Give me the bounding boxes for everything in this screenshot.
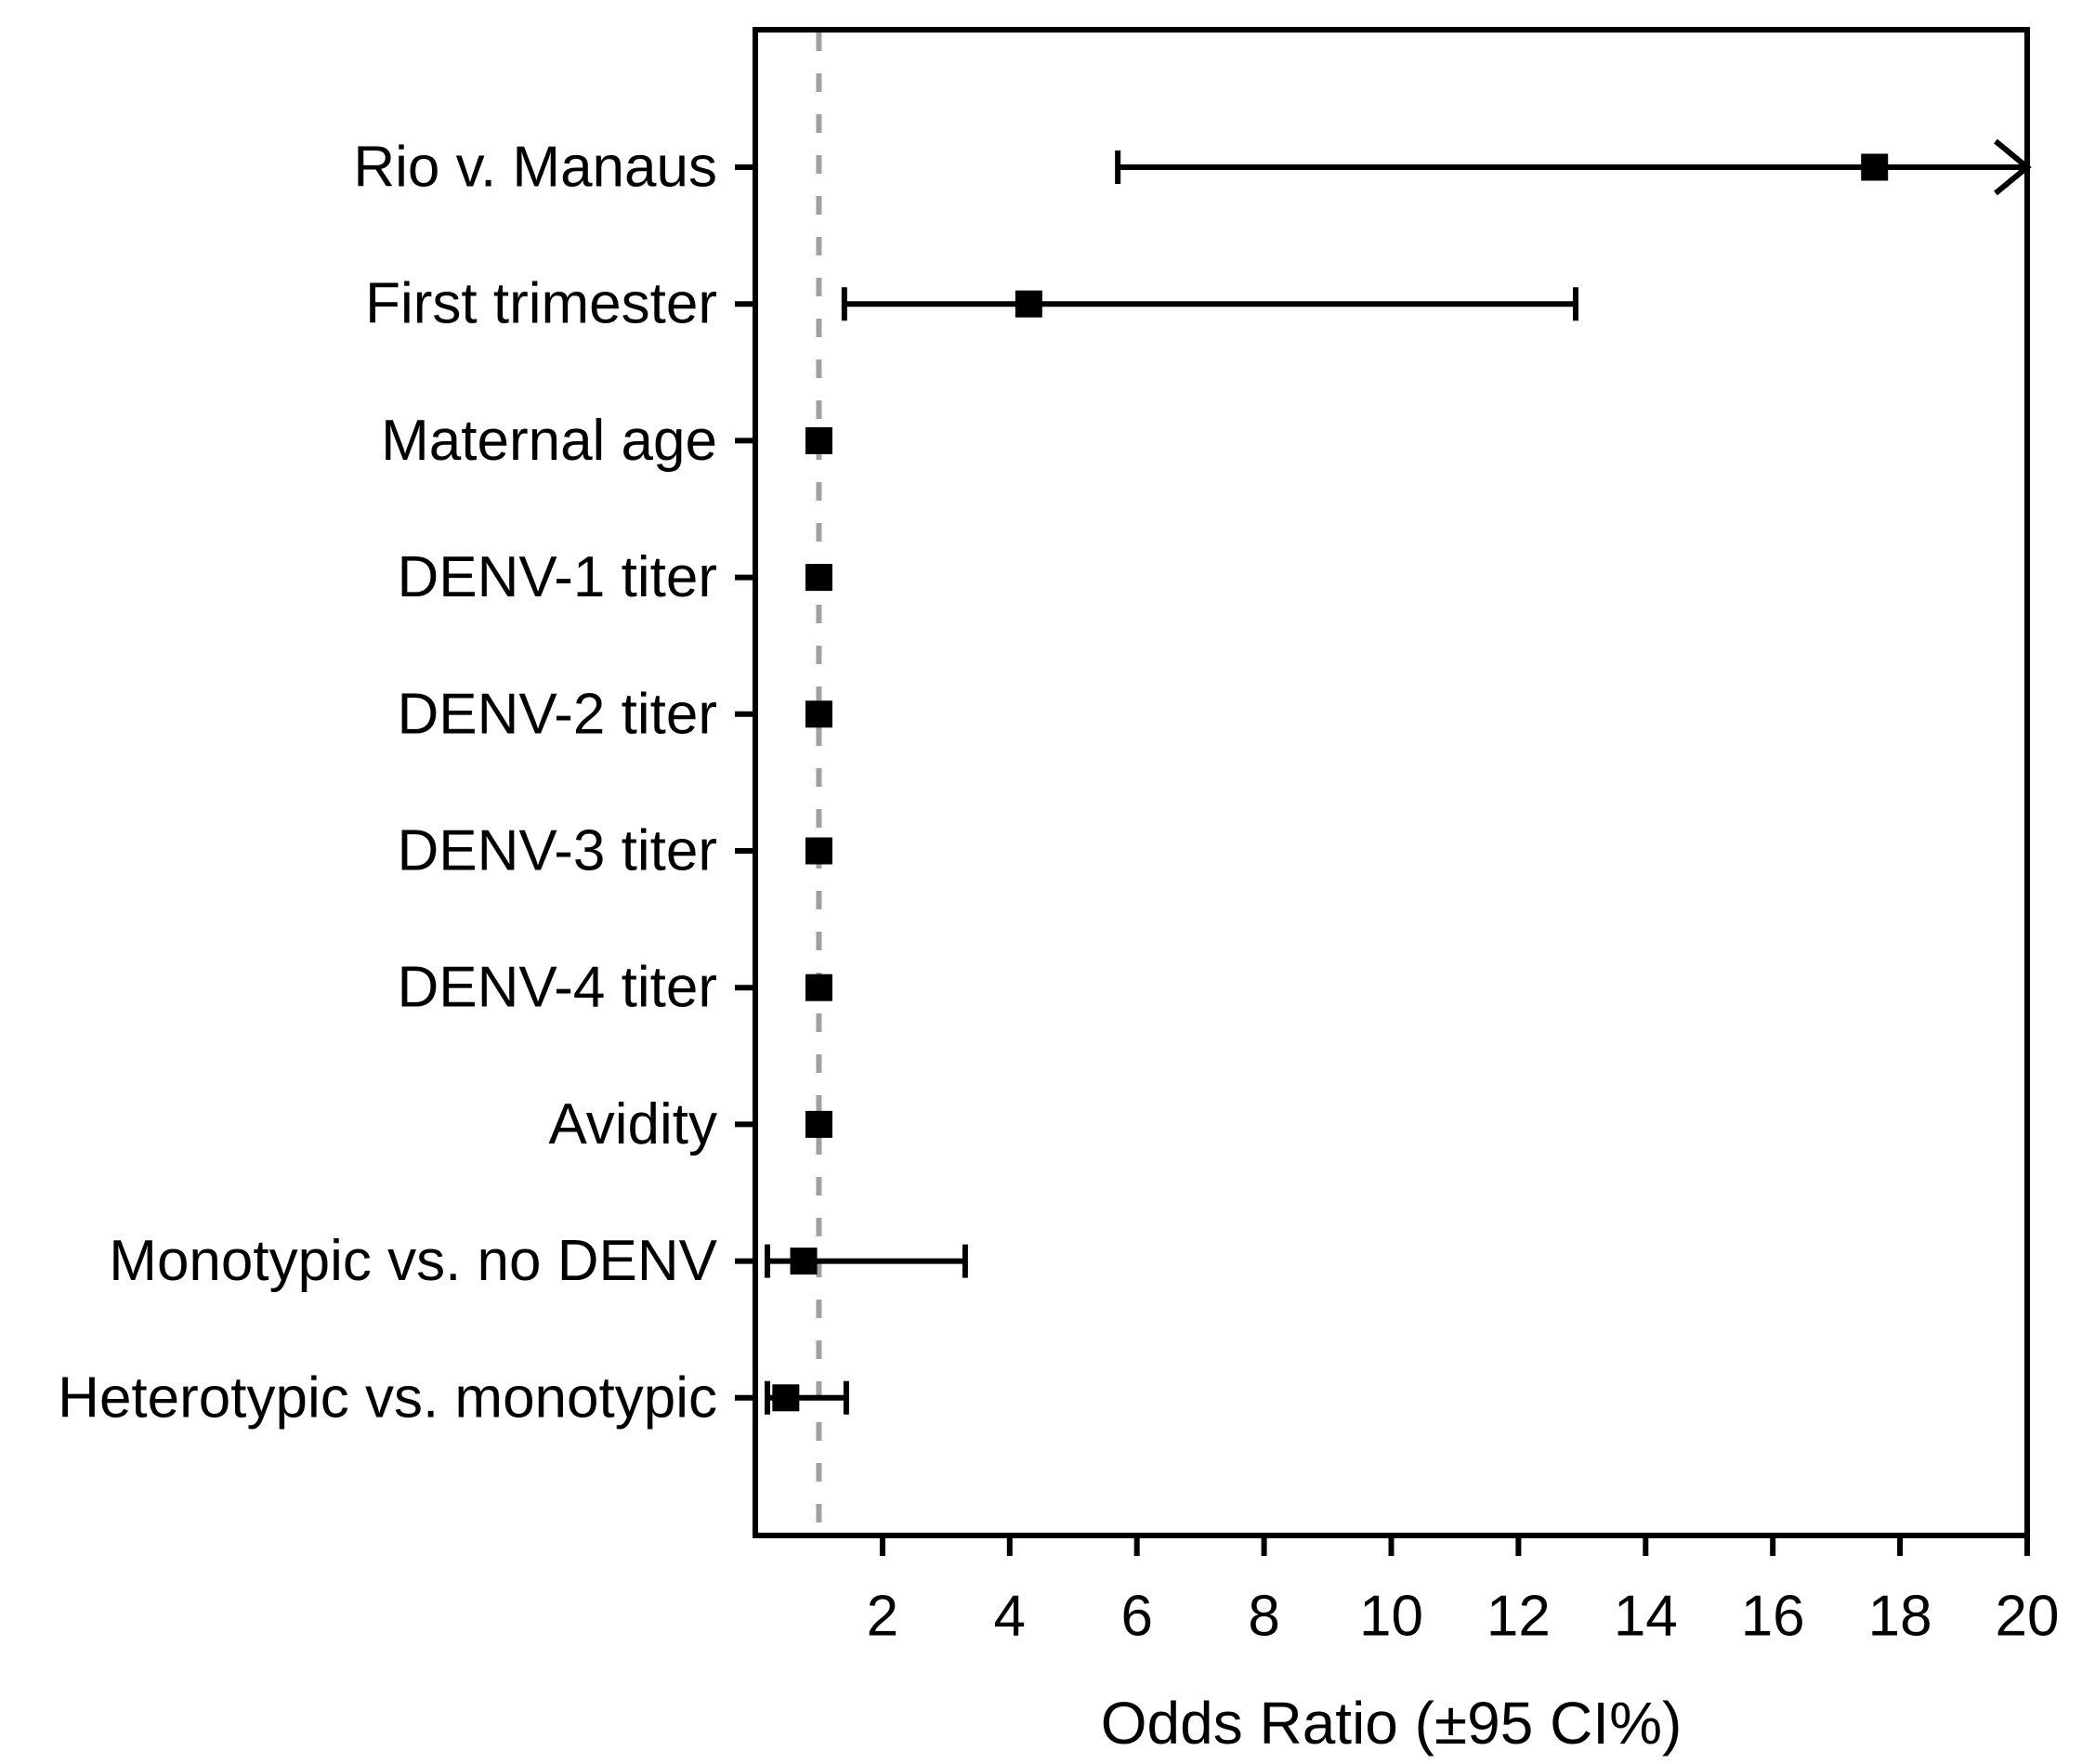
marker-square bbox=[805, 426, 832, 454]
x-tick-label: 18 bbox=[1868, 1585, 1932, 1649]
marker-square bbox=[805, 837, 832, 865]
row-label: Heterotypic vs. monotypic bbox=[58, 1365, 717, 1430]
x-tick-label: 14 bbox=[1614, 1585, 1678, 1649]
row-label: Avidity bbox=[549, 1092, 718, 1156]
row-label: Monotypic vs. no DENV bbox=[109, 1229, 717, 1293]
marker-square bbox=[1015, 290, 1042, 318]
x-tick-label: 16 bbox=[1741, 1585, 1805, 1649]
ci-arrow-right bbox=[1994, 138, 2032, 196]
marker-square bbox=[805, 973, 832, 1001]
marker-square bbox=[805, 1110, 832, 1138]
marker-square bbox=[805, 700, 832, 728]
row-label: DENV-2 titer bbox=[397, 682, 717, 746]
row-label: Rio v. Manaus bbox=[353, 136, 717, 200]
row-label: DENV-1 titer bbox=[397, 545, 717, 609]
marker-square bbox=[772, 1384, 800, 1412]
x-tick-label: 10 bbox=[1359, 1585, 1423, 1649]
marker-square bbox=[790, 1248, 818, 1275]
row-label: Maternal age bbox=[381, 409, 717, 473]
row-label: First trimester bbox=[365, 272, 717, 336]
x-tick-label: 2 bbox=[867, 1585, 898, 1649]
marker-square bbox=[1861, 153, 1889, 181]
plot-border bbox=[753, 27, 2030, 1538]
x-tick-label: 6 bbox=[1120, 1585, 1152, 1649]
x-tick-label: 4 bbox=[994, 1585, 1026, 1649]
x-tick-label: 20 bbox=[1996, 1585, 2060, 1649]
x-tick-label: 8 bbox=[1248, 1585, 1279, 1649]
x-axis-title: Odds Ratio (±95 CI%) bbox=[1100, 1690, 1683, 1757]
row-label: DENV-4 titer bbox=[397, 956, 717, 1020]
row-label: DENV-3 titer bbox=[397, 819, 717, 883]
x-tick-label: 12 bbox=[1486, 1585, 1551, 1649]
marker-square bbox=[805, 564, 832, 592]
